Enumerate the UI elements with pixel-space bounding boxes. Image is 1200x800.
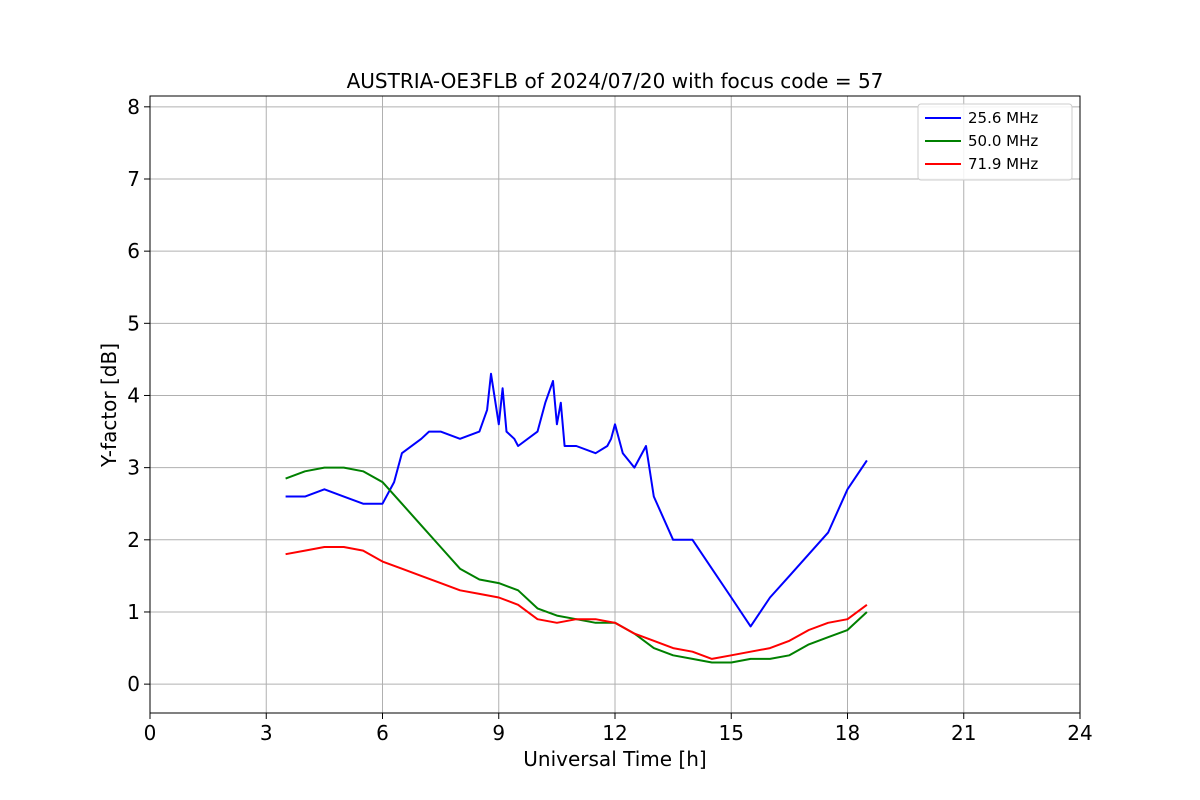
y-tick-label: 0 [127, 672, 140, 696]
x-tick-label: 3 [260, 721, 273, 745]
y-tick-label: 6 [127, 239, 140, 263]
y-tick-label: 2 [127, 528, 140, 552]
x-tick-label: 6 [376, 721, 389, 745]
series-lines [285, 372, 868, 664]
x-tick-label: 0 [144, 721, 157, 745]
y-axis-ticks: 0 1 2 3 4 5 6 7 8 [127, 95, 150, 696]
legend-label-71.9: 71.9 MHz [968, 155, 1038, 173]
chart-title: AUSTRIA-OE3FLB of 2024/07/20 with focus … [347, 69, 884, 93]
legend: 25.6 MHz 50.0 MHz 71.9 MHz [917, 103, 1073, 181]
x-tick-label: 21 [951, 721, 976, 745]
legend-box [917, 103, 1073, 181]
x-tick-label: 9 [492, 721, 505, 745]
y-tick-label: 7 [127, 167, 140, 191]
y-tick-label: 1 [127, 600, 140, 624]
y-tick-label: 3 [127, 456, 140, 480]
x-tick-label: 18 [835, 721, 860, 745]
x-tick-label: 24 [1067, 721, 1092, 745]
y-tick-label: 8 [127, 95, 140, 119]
x-tick-label: 12 [602, 721, 627, 745]
legend-label-50.0: 50.0 MHz [968, 132, 1038, 150]
series-line-71.9-mhz [285, 546, 868, 660]
x-axis-ticks: 0 3 6 9 12 15 18 21 24 [144, 713, 1093, 745]
legend-label-25.6: 25.6 MHz [968, 109, 1038, 127]
x-tick-label: 15 [719, 721, 744, 745]
y-tick-label: 5 [127, 311, 140, 335]
series-line-25.6-mhz [285, 372, 868, 628]
x-axis-label: Universal Time [h] [523, 747, 706, 771]
y-tick-label: 4 [127, 383, 140, 407]
y-axis-label: Y-factor [dB] [97, 343, 121, 468]
